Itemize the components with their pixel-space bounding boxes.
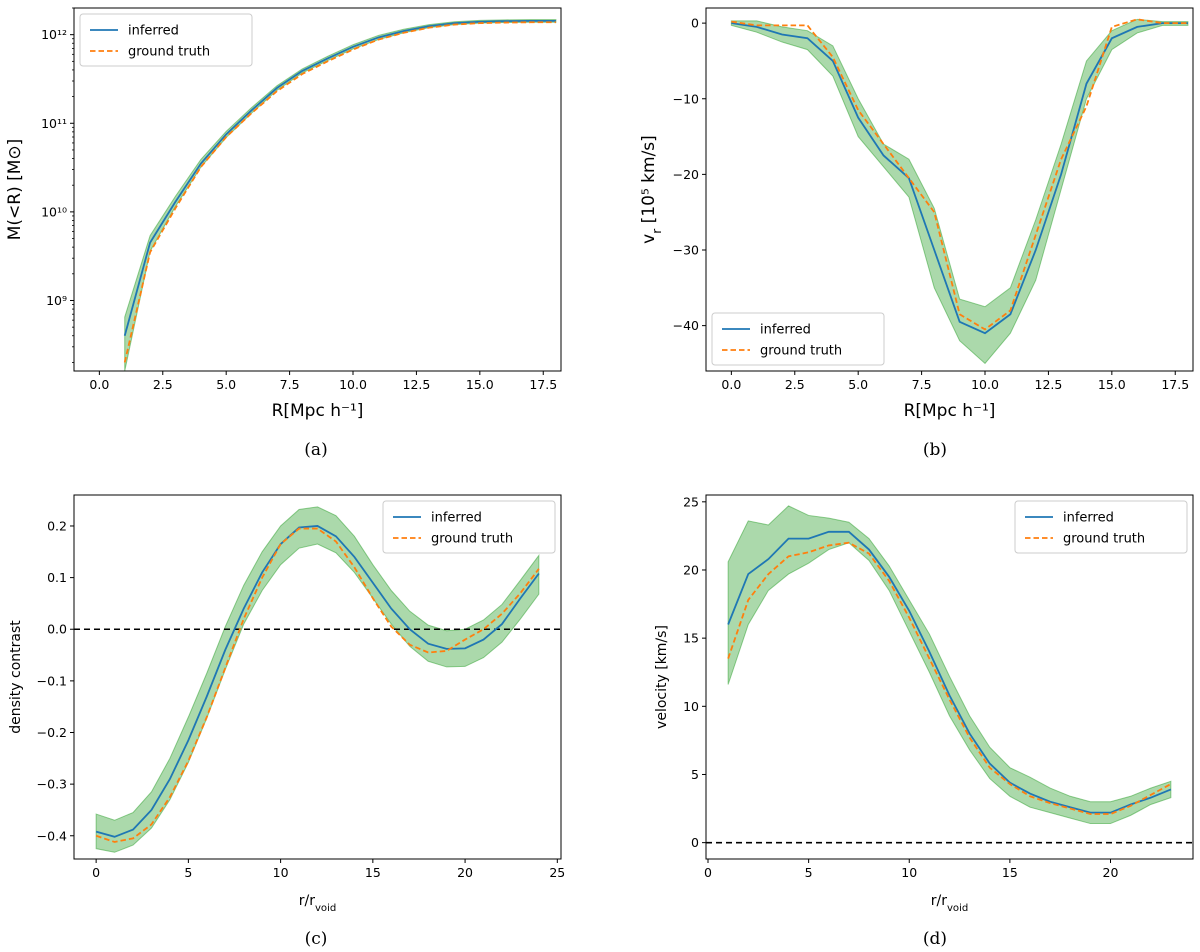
- chart-b: 0.0 2.5 5.0 7.5 10.0 12.5 15.0 17.5 0 −10 −20 −30 −4…: [639, 8, 1193, 460]
- x-tick-label: 20: [1103, 865, 1119, 880]
- legend: inferred ground truth: [383, 501, 555, 553]
- y-tick-label: 15: [683, 631, 699, 646]
- y-tick-label: 20: [683, 562, 699, 577]
- y-tick-label: 25: [683, 494, 699, 509]
- uncertainty-band: [728, 506, 1171, 824]
- y-tick-label: 10¹⁰: [41, 204, 67, 219]
- x-tick-label: 5.0: [848, 377, 868, 392]
- y-axis-label: M(<R) [M⊙]: [5, 139, 25, 241]
- x-axis-label: r/rvoid: [299, 893, 337, 914]
- y-tick-label: −0.3: [37, 777, 67, 792]
- panel-caption: (d): [923, 929, 947, 949]
- figure: 0.0 2.5 5.0 7.5 10.0 12.5 15.0 17.5 10⁹ 10¹⁰ 10¹¹ 1…: [0, 0, 1200, 952]
- y-tick-label: −20: [673, 167, 699, 182]
- y-tick-label: −30: [673, 243, 699, 258]
- plot-area-a: [125, 20, 556, 371]
- y-tick-label: 10: [683, 699, 699, 714]
- y-tick-label: 5: [691, 767, 699, 782]
- x-tick-label: 15.0: [1098, 377, 1126, 392]
- x-tick-label: 0.0: [721, 377, 741, 392]
- x-tick-label: 17.5: [529, 377, 557, 392]
- y-axis-label: density contrast: [8, 620, 24, 734]
- plot-area-b: [731, 19, 1188, 363]
- panel-caption: (a): [304, 440, 327, 460]
- x-axis-label: r/rvoid: [931, 893, 969, 914]
- x-tick-label: 2.5: [153, 377, 173, 392]
- y-axis-label: velocity [km/s]: [654, 625, 670, 729]
- x-tick-label: 20: [457, 865, 473, 880]
- y-tick-label: 10¹²: [41, 27, 67, 42]
- panel-caption: (c): [305, 929, 328, 949]
- chart-d: 0 5 10 15 20 25 20 15 10 5 0 r/rvoid velocity [km/s]…: [654, 494, 1193, 949]
- x-tick-label: 17.5: [1161, 377, 1189, 392]
- x-tick-label: 2.5: [785, 377, 805, 392]
- y-tick-label: −0.1: [37, 673, 67, 688]
- chart-a: 0.0 2.5 5.0 7.5 10.0 12.5 15.0 17.5 10⁹ 10¹⁰ 10¹¹ 1…: [5, 8, 561, 460]
- uncertainty-band: [96, 507, 539, 852]
- legend-label-ground-truth: ground truth: [760, 344, 842, 359]
- y-tick-label: −40: [673, 318, 699, 333]
- legend-label-ground-truth: ground truth: [128, 45, 210, 60]
- legend: inferred ground truth: [1015, 501, 1187, 553]
- x-tick-label: 0.0: [89, 377, 109, 392]
- x-tick-label: 15: [1002, 865, 1018, 880]
- x-tick-label: 7.5: [280, 377, 300, 392]
- legend-label-inferred: inferred: [431, 511, 482, 526]
- y-tick-label: 0: [691, 16, 699, 31]
- y-tick-label: 0.0: [47, 622, 67, 637]
- x-tick-label: 5: [805, 865, 813, 880]
- uncertainty-band: [125, 20, 556, 371]
- y-tick-label: −10: [673, 91, 699, 106]
- y-tick-label: −0.4: [37, 828, 67, 843]
- x-tick-label: 0: [92, 865, 100, 880]
- x-axis-label: R[Mpc h⁻¹]: [272, 401, 364, 421]
- x-tick-label: 10: [901, 865, 917, 880]
- plot-area-c: [74, 507, 561, 852]
- panel-caption: (b): [923, 440, 947, 460]
- x-tick-label: 25: [549, 865, 565, 880]
- x-tick-label: 7.5: [912, 377, 932, 392]
- legend: inferred ground truth: [80, 14, 252, 66]
- series-line-ground-truth: [731, 19, 1188, 329]
- series-line-inferred: [731, 23, 1188, 333]
- legend-label-inferred: inferred: [128, 24, 179, 39]
- legend-label-inferred: inferred: [760, 323, 811, 338]
- y-tick-label: 10¹¹: [41, 116, 67, 131]
- legend-label-inferred: inferred: [1063, 511, 1114, 526]
- plot-area-d: [706, 506, 1193, 843]
- y-tick-label: 0.1: [47, 570, 67, 585]
- legend: inferred ground truth: [712, 313, 884, 365]
- chart-c: 0 5 10 15 20 25 0.2 0.1 0.0 −0.1 −0.2 −0.3 −0.4 r/rvo…: [8, 495, 565, 949]
- legend-label-ground-truth: ground truth: [431, 532, 513, 547]
- x-tick-label: 5: [184, 865, 192, 880]
- x-tick-label: 10.0: [971, 377, 999, 392]
- y-tick-label: −0.2: [37, 725, 67, 740]
- x-tick-label: 12.5: [1035, 377, 1063, 392]
- uncertainty-band: [731, 19, 1188, 363]
- x-tick-label: 15: [365, 865, 381, 880]
- x-tick-label: 5.0: [216, 377, 236, 392]
- series-line-inferred: [728, 532, 1171, 813]
- x-tick-label: 15.0: [466, 377, 494, 392]
- y-tick-label: 0: [691, 835, 699, 850]
- x-tick-label: 12.5: [403, 377, 431, 392]
- x-tick-label: 10.0: [339, 377, 367, 392]
- legend-label-ground-truth: ground truth: [1063, 532, 1145, 547]
- series-line-ground-truth: [125, 22, 556, 362]
- y-tick-label: 10⁹: [46, 293, 67, 308]
- y-axis-label: vr [10⁵ km/s]: [639, 135, 664, 244]
- y-tick-label: 0.2: [47, 518, 67, 533]
- x-axis-label: R[Mpc h⁻¹]: [904, 401, 996, 421]
- x-tick-label: 10: [273, 865, 289, 880]
- series-line-inferred: [96, 526, 539, 837]
- x-tick-label: 0: [704, 865, 712, 880]
